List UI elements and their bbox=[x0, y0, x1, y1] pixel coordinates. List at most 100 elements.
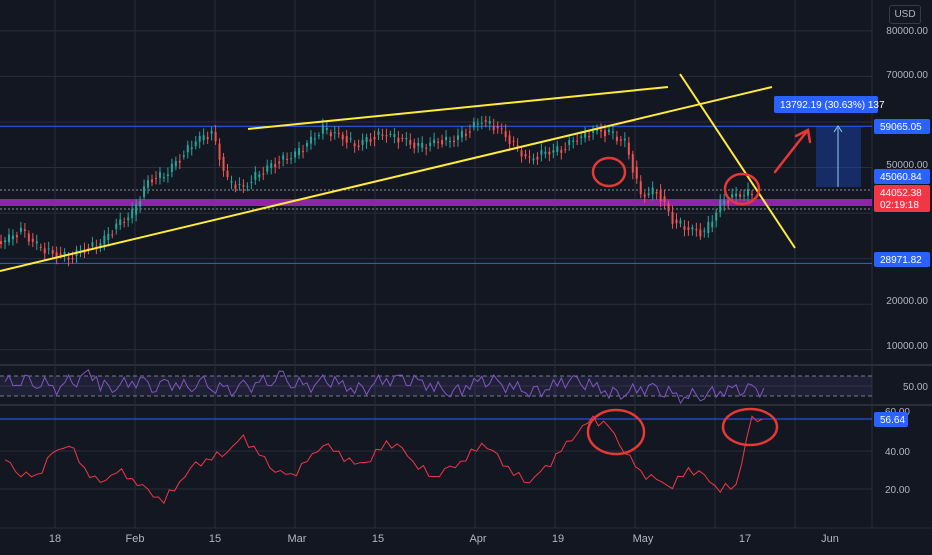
candle-body bbox=[4, 240, 6, 243]
candle-body bbox=[723, 200, 726, 205]
candle-body bbox=[7, 234, 10, 243]
candle-body bbox=[353, 143, 356, 147]
candle-body bbox=[361, 139, 364, 145]
candle-body bbox=[695, 228, 698, 231]
candle-body bbox=[309, 136, 312, 144]
price-tag: 02:19:18 bbox=[880, 200, 919, 211]
candle-body bbox=[91, 242, 94, 247]
time-axis-bg bbox=[0, 528, 932, 550]
candle-body bbox=[441, 140, 444, 145]
candle-body bbox=[63, 252, 66, 256]
candle-body bbox=[667, 203, 670, 212]
candle-body bbox=[715, 212, 718, 221]
drawing-tools[interactable]: 13792.19 (30.63%) 137 bbox=[0, 73, 885, 456]
time-tick: Jun bbox=[821, 533, 839, 545]
indicator-line bbox=[4, 415, 763, 505]
candle-body bbox=[214, 131, 217, 142]
candle-body bbox=[580, 136, 583, 138]
candle-body bbox=[186, 145, 189, 153]
candle-body bbox=[687, 227, 690, 231]
candle-body bbox=[639, 181, 642, 195]
candle-body bbox=[127, 217, 130, 221]
candle-body bbox=[139, 201, 142, 207]
annotation-circle bbox=[723, 172, 761, 206]
candle-body bbox=[488, 120, 491, 124]
price-tick: 20000.00 bbox=[886, 296, 928, 307]
candle-body bbox=[178, 160, 181, 163]
candle-body bbox=[429, 142, 432, 146]
candle-body bbox=[31, 238, 34, 242]
candle-body bbox=[484, 120, 487, 122]
candle-body bbox=[381, 134, 384, 136]
candle-body bbox=[321, 124, 324, 134]
candle-body bbox=[552, 150, 555, 153]
candle-body bbox=[154, 177, 157, 179]
candle-body bbox=[0, 241, 3, 244]
price-tag-bg bbox=[874, 169, 930, 184]
candle-body bbox=[373, 136, 376, 140]
candle-body bbox=[15, 235, 18, 238]
candle-body bbox=[147, 180, 150, 188]
candle-body bbox=[123, 221, 126, 223]
candle-body bbox=[679, 220, 682, 224]
candle-body bbox=[238, 183, 241, 185]
candle-body bbox=[500, 128, 503, 130]
candle-body bbox=[659, 190, 662, 202]
price-tag-bg bbox=[874, 252, 930, 267]
candle-body bbox=[564, 149, 567, 151]
candle-body bbox=[603, 130, 606, 137]
price-tag: 59065.05 bbox=[880, 122, 922, 133]
candle-body bbox=[250, 181, 253, 183]
measure-arrow-head bbox=[833, 125, 843, 133]
candle-body bbox=[607, 129, 610, 133]
candle-body bbox=[619, 139, 622, 141]
candle-body bbox=[198, 135, 201, 142]
price-tag-bg bbox=[874, 119, 930, 134]
candle-body bbox=[623, 138, 626, 141]
candle-body bbox=[556, 146, 559, 152]
candle-body bbox=[206, 136, 209, 140]
price-tag-bg bbox=[874, 412, 908, 427]
candle-body bbox=[536, 156, 539, 160]
candle-body bbox=[59, 253, 62, 256]
candle-body bbox=[675, 219, 678, 224]
trendline-downtrend bbox=[679, 73, 796, 249]
candle-body bbox=[663, 196, 666, 203]
candle-body bbox=[103, 235, 106, 245]
candle-body bbox=[87, 247, 90, 249]
candle-body bbox=[95, 246, 98, 248]
rsi-line bbox=[4, 369, 765, 405]
candle-body bbox=[528, 156, 531, 158]
candle-body bbox=[476, 123, 479, 125]
candle-body bbox=[456, 135, 459, 140]
candle-body bbox=[99, 243, 102, 247]
candle-body bbox=[464, 133, 467, 136]
candle-body bbox=[333, 132, 336, 134]
candle-body bbox=[643, 194, 646, 197]
candle-body bbox=[397, 137, 400, 143]
candle-body bbox=[266, 165, 269, 172]
measure-label-bg bbox=[774, 96, 878, 113]
time-tick: 15 bbox=[372, 533, 384, 545]
price-axis: 80000.00 70000.00 50000.00 20000.00 10000.00… bbox=[874, 26, 930, 496]
candle-body bbox=[19, 227, 22, 232]
candle-body bbox=[540, 150, 543, 155]
time-tick: 17 bbox=[739, 533, 751, 545]
candle-body bbox=[246, 186, 249, 188]
currency-button[interactable]: USD bbox=[889, 5, 921, 24]
candle-body bbox=[151, 179, 154, 183]
candle-body bbox=[389, 133, 392, 135]
candle-body bbox=[313, 138, 316, 140]
indicator-tick: 20.00 bbox=[885, 485, 910, 496]
candle-body bbox=[516, 145, 519, 147]
candle-body bbox=[421, 142, 424, 148]
annotation-circle bbox=[586, 408, 646, 456]
candle-body bbox=[242, 184, 245, 187]
magenta-zone bbox=[0, 199, 872, 206]
candle-body bbox=[23, 229, 26, 232]
candle-body bbox=[560, 149, 563, 153]
candle-body bbox=[699, 229, 702, 237]
